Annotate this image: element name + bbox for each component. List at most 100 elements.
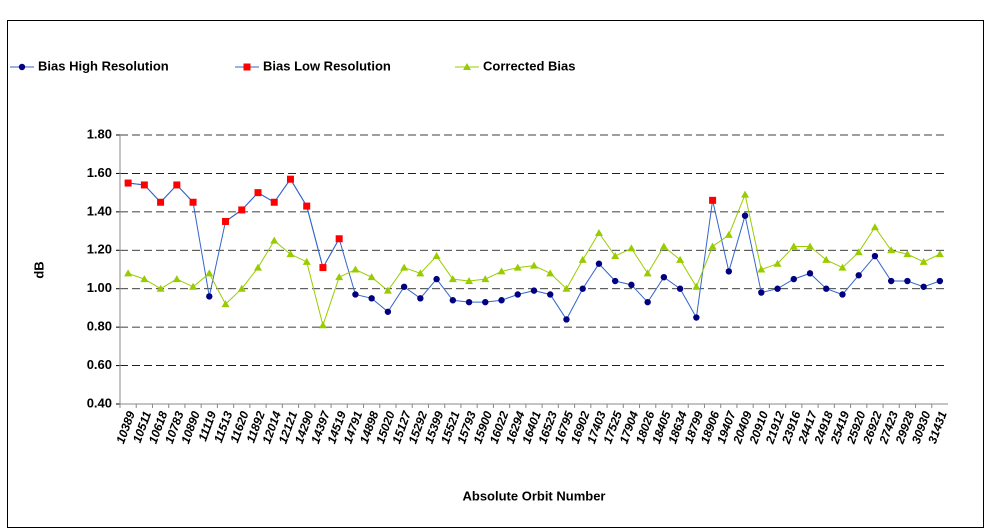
data-point (254, 189, 262, 197)
data-point (270, 198, 278, 206)
data-point (497, 267, 506, 275)
data-point (838, 263, 847, 271)
data-point (594, 228, 603, 236)
data-point (433, 275, 440, 283)
data-point (222, 217, 230, 225)
data-point (822, 255, 831, 263)
y-tick-label: 1.20 (87, 242, 112, 257)
data-point (920, 283, 927, 290)
data-point (871, 252, 879, 260)
data-point (774, 285, 781, 292)
data-point (773, 259, 782, 267)
y-tick-label: 1.80 (87, 126, 112, 141)
data-point (854, 248, 863, 256)
y-tick-label: 0.60 (87, 357, 112, 372)
data-point (156, 284, 165, 292)
data-point (676, 285, 684, 292)
data-point (286, 250, 295, 258)
data-point (595, 260, 603, 267)
data-point (351, 265, 360, 273)
data-point (254, 263, 262, 271)
data-point (611, 252, 620, 260)
data-point (758, 289, 765, 296)
data-point (173, 181, 181, 189)
data-point (887, 246, 896, 254)
data-point (627, 244, 636, 252)
data-point (855, 272, 862, 279)
data-point (693, 314, 700, 321)
data-point (172, 275, 181, 283)
data-point (725, 268, 733, 275)
data-point (335, 235, 343, 243)
data-point (465, 298, 473, 306)
data-point (547, 291, 554, 298)
data-point (708, 242, 717, 250)
data-point (383, 286, 392, 294)
legend-marker (463, 63, 471, 70)
data-point (368, 295, 375, 302)
data-point (936, 277, 944, 285)
data-point (709, 196, 717, 204)
data-point (757, 265, 766, 273)
series-line (127, 192, 941, 327)
data-point (839, 291, 846, 298)
data-point (416, 269, 425, 277)
data-point (302, 257, 311, 265)
data-point (806, 270, 814, 277)
data-point (514, 291, 521, 298)
data-point (724, 230, 733, 238)
data-point (530, 261, 538, 269)
data-point (692, 282, 701, 290)
data-point (400, 263, 409, 271)
data-point (384, 308, 392, 315)
data-point (205, 269, 214, 277)
data-point (676, 255, 685, 263)
data-point (887, 277, 895, 285)
y-tick-label: 1.00 (87, 280, 112, 295)
data-point (237, 284, 246, 292)
data-point (579, 285, 586, 292)
data-point (319, 264, 327, 272)
series-line (225, 178, 340, 269)
data-point (432, 252, 441, 260)
x-axis-title: Absolute Orbit Number (462, 488, 605, 503)
chart-frame (7, 20, 984, 528)
data-point (790, 275, 797, 283)
y-tick-label: 0.40 (87, 395, 112, 410)
data-point (318, 321, 327, 329)
data-point (919, 257, 928, 265)
data-point (140, 181, 148, 189)
data-point (643, 269, 652, 277)
data-point (611, 277, 619, 285)
data-point (789, 242, 798, 250)
data-point (140, 275, 149, 283)
data-point (482, 298, 489, 306)
data-point (870, 223, 879, 231)
legend-label: Corrected Bias (483, 58, 575, 73)
data-point (823, 285, 830, 292)
data-point (628, 281, 635, 289)
series-line (128, 178, 941, 321)
y-tick-label: 1.60 (87, 165, 112, 180)
data-point (465, 277, 474, 285)
legend-label: Bias High Resolution (38, 58, 169, 73)
data-point (578, 255, 587, 263)
data-point (189, 198, 197, 206)
data-point (904, 277, 911, 285)
data-point (449, 297, 457, 304)
legend-label: Bias Low Resolution (263, 58, 391, 73)
data-point (206, 293, 213, 300)
data-point (124, 179, 132, 187)
data-point (530, 287, 538, 294)
y-tick-label: 0.80 (87, 319, 112, 334)
data-point (806, 242, 814, 250)
data-point (935, 250, 944, 258)
data-point (903, 250, 912, 258)
data-point (352, 291, 359, 298)
data-point (546, 269, 555, 277)
data-point (303, 202, 311, 210)
data-point (513, 263, 522, 271)
data-point (335, 273, 344, 281)
data-point (238, 206, 246, 214)
